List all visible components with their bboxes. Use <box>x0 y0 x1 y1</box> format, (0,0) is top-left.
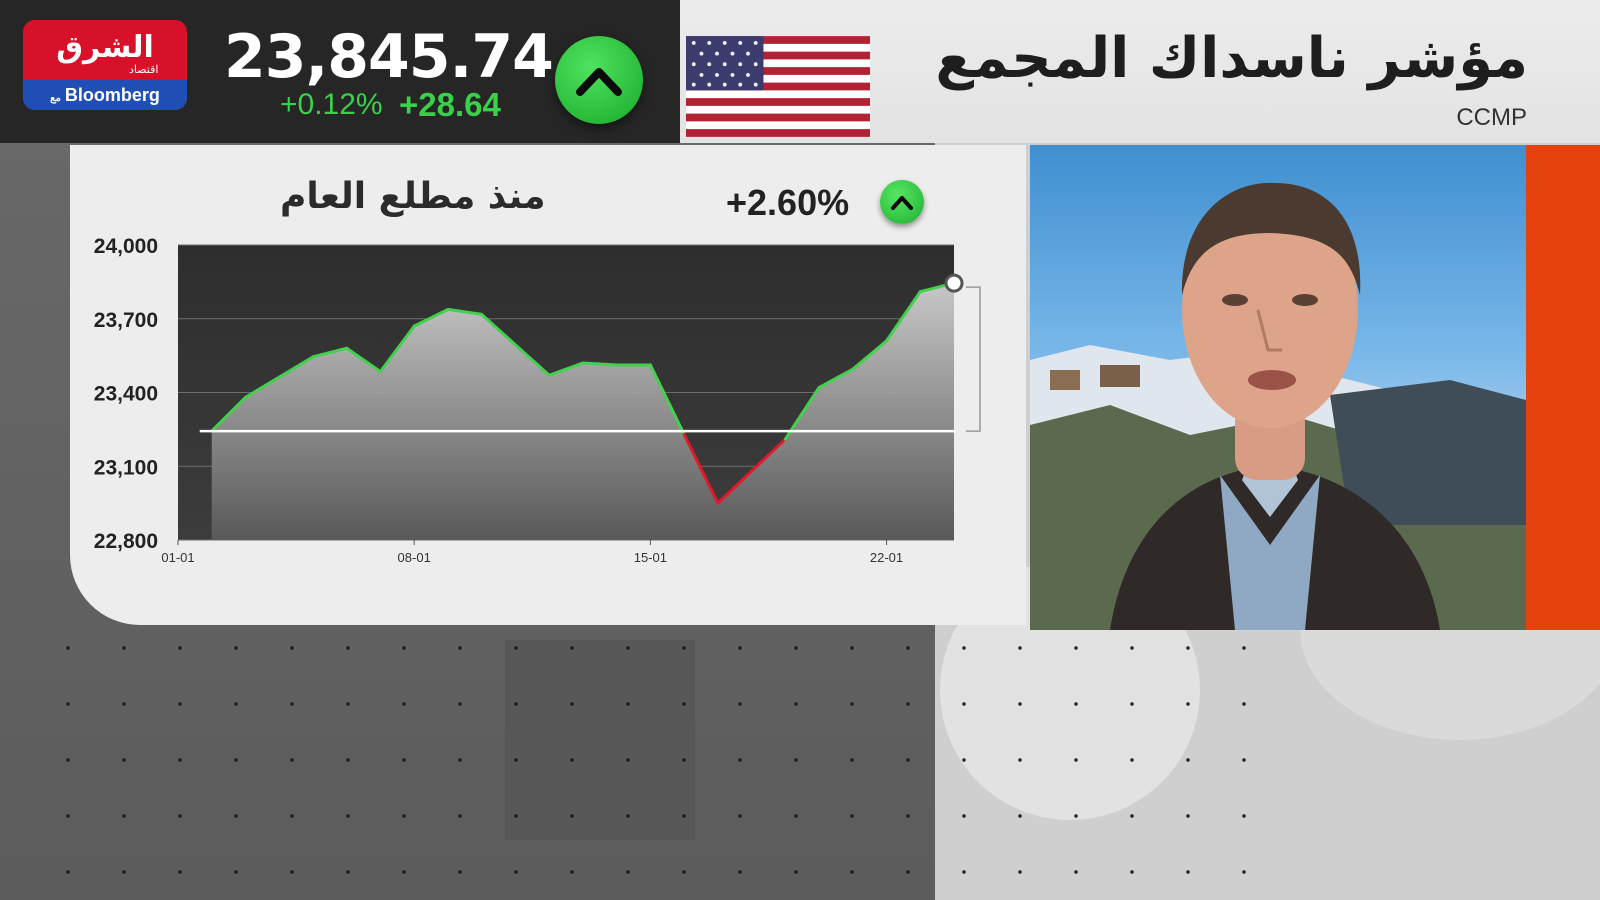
index-code: CCMP <box>1456 104 1527 131</box>
x-tick-label: 22-01 <box>870 550 903 565</box>
series-segment <box>345 346 382 374</box>
series-segment <box>412 307 450 328</box>
x-tick-label: 15-01 <box>634 550 667 565</box>
series-segment <box>851 339 889 371</box>
y-tick-label: 24,000 <box>94 235 158 258</box>
x-tick-label: 01-01 <box>161 550 194 565</box>
y-tick-label: 23,700 <box>94 309 158 332</box>
up-arrow-icon <box>555 36 643 124</box>
change-absolute: +28.64 <box>399 86 501 123</box>
series-segment <box>311 346 349 359</box>
x-tick-label: 08-01 <box>398 550 431 565</box>
y-tick-label: 22,800 <box>94 530 158 553</box>
series-segment <box>682 432 720 505</box>
brand-logo: الشرق اقتصاد مع Bloomberg <box>23 20 187 110</box>
x-axis-ticks: 01-01 08-01 15-01 22-01 <box>161 540 903 565</box>
accent-bar <box>1526 145 1600 630</box>
series-segment <box>210 395 247 433</box>
series-segment <box>817 367 855 390</box>
series-segment <box>581 361 619 367</box>
index-price: 23,845.74 <box>224 22 554 92</box>
series-segment <box>885 290 922 343</box>
brand-logo-title: الشرق <box>56 30 154 65</box>
index-title: مؤشر ناسداك المجمع <box>935 26 1528 91</box>
series-lines <box>210 281 956 505</box>
chart-subtitle: منذ مطلع العام <box>280 176 546 217</box>
last-point-marker <box>944 273 964 293</box>
series-segment <box>446 307 484 316</box>
brand-logo-bloomberg-text: Bloomberg <box>64 85 160 105</box>
range-bracket <box>966 286 981 432</box>
brand-logo-with: مع <box>50 93 61 104</box>
presenter-image <box>1030 182 1526 630</box>
us-flag-icon <box>686 36 870 137</box>
series-segment <box>716 437 787 505</box>
area-fill <box>211 283 954 540</box>
video-feed <box>1030 145 1526 630</box>
ytd-change: +2.60% <box>726 182 850 223</box>
series-segment <box>480 312 551 377</box>
series-segment <box>243 355 315 399</box>
series-segment <box>648 363 686 436</box>
y-tick-label: 23,100 <box>94 456 158 479</box>
up-arrow-icon <box>880 180 924 224</box>
brand-logo-bloomberg: مع Bloomberg <box>23 80 187 110</box>
y-tick-label: 23,400 <box>94 383 158 406</box>
background-dot-pattern <box>40 620 1280 890</box>
y-axis-ticks: 24,000 23,700 23,400 23,100 22,800 <box>94 235 158 553</box>
brand-logo-subtitle: اقتصاد <box>129 64 159 76</box>
change-percent: +0.12% <box>280 88 383 121</box>
ticker-bar: الشرق اقتصاد مع Bloomberg 23,845.74 +0.12… <box>0 0 680 143</box>
series-segment <box>378 324 416 374</box>
series-segment <box>547 361 585 377</box>
